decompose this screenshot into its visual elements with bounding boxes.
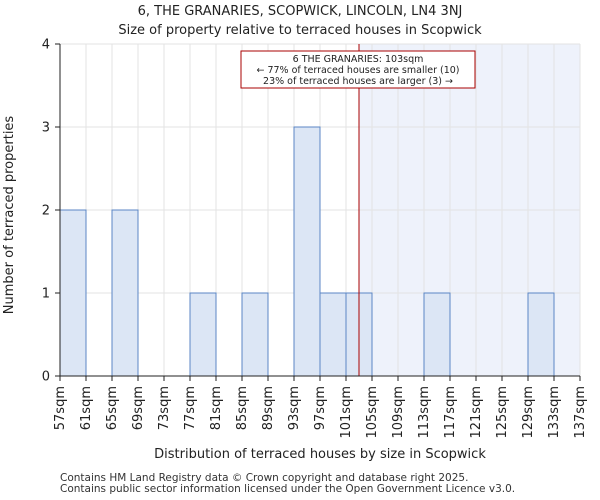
x-tick-label: 89sqm [261, 386, 276, 430]
x-axis-label: Distribution of terraced houses by size … [154, 447, 486, 462]
annotation-box: 6 THE GRANARIES: 103sqm ← 77% of terrace… [240, 50, 476, 89]
y-tick-label: 4 [42, 38, 50, 53]
y-tick-label: 1 [42, 287, 50, 302]
annotation-border [240, 50, 476, 89]
footer-line-1: Contains HM Land Registry data © Crown c… [60, 472, 469, 484]
title-line-2: Size of property relative to terraced ho… [118, 23, 482, 38]
bars [59, 126, 555, 377]
bar-77sqm [189, 292, 217, 377]
y-tick-label: 0 [42, 370, 50, 385]
x-tick-label: 85sqm [235, 386, 250, 430]
title-line-1: 6, THE GRANARIES, SCOPWICK, LINCOLN, LN4… [137, 4, 463, 19]
x-tick-label: 109sqm [391, 386, 406, 439]
x-tick-label: 81sqm [209, 386, 224, 430]
bar-85sqm [241, 292, 269, 377]
annotation-line-1: 6 THE GRANARIES: 103sqm [293, 54, 424, 65]
bar-65sqm [111, 209, 139, 377]
x-ticks: 57sqm 61sqm 65sqm 69sqm 73sqm 77sqm 81sqm 85sqm… [53, 376, 588, 439]
x-tick-label: 137sqm [573, 386, 588, 439]
footer-line-2: Contains public sector information licen… [60, 483, 516, 495]
x-tick-label: 65sqm [105, 386, 120, 430]
x-tick-label: 125sqm [495, 386, 510, 439]
bar-129sqm [527, 292, 555, 377]
x-tick-label: 61sqm [79, 386, 94, 430]
annotation-line-3: 23% of terraced houses are larger (3) → [263, 76, 453, 87]
footer: Contains HM Land Registry data © Crown c… [60, 473, 515, 495]
x-tick-label: 121sqm [469, 386, 484, 439]
bar-93sqm [293, 126, 321, 377]
x-tick-label: 77sqm [183, 386, 198, 430]
x-tick-label: 129sqm [521, 386, 536, 439]
x-tick-label: 69sqm [131, 386, 146, 430]
x-tick-label: 117sqm [443, 386, 458, 439]
y-axis-label: Number of terraced properties [2, 116, 17, 315]
x-tick-label: 57sqm [53, 386, 68, 430]
x-tick-label: 93sqm [287, 386, 302, 430]
x-tick-label: 73sqm [157, 386, 172, 430]
bar-113sqm [423, 292, 451, 377]
chart-title: 6, THE GRANARIES, SCOPWICK, LINCOLN, LN4… [0, 2, 600, 40]
x-tick-label: 113sqm [417, 386, 432, 439]
y-tick-label: 2 [42, 204, 50, 219]
x-tick-label: 133sqm [547, 386, 562, 439]
annotation-line-2: ← 77% of terraced houses are smaller (10… [256, 65, 459, 76]
bar-97sqm [319, 292, 347, 377]
x-tick-label: 97sqm [313, 386, 328, 430]
x-tick-label: 101sqm [339, 386, 354, 439]
x-tick-label: 105sqm [365, 386, 380, 439]
bar-57sqm [59, 209, 87, 377]
y-ticks: 0 1 2 3 4 [42, 38, 60, 385]
y-tick-label: 3 [42, 121, 50, 136]
